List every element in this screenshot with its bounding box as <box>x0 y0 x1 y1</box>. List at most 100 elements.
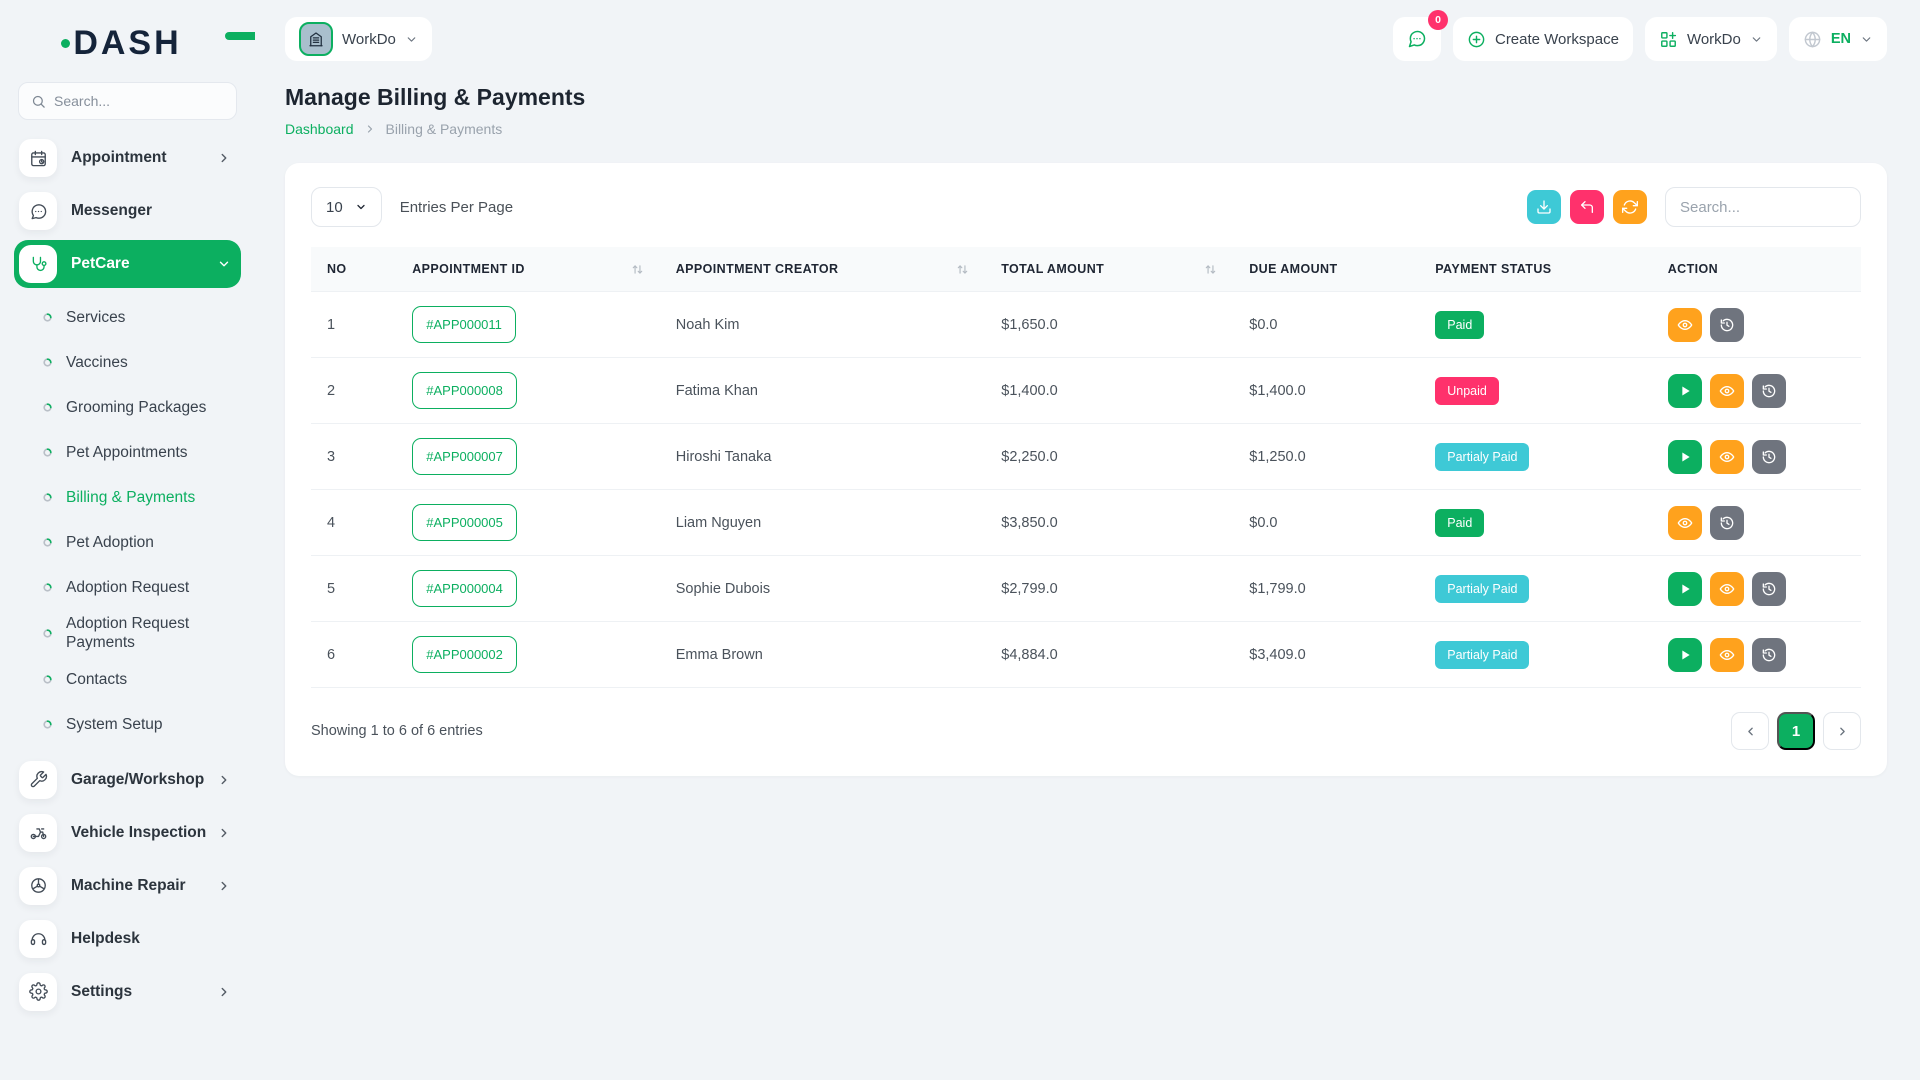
action-history-button[interactable] <box>1752 374 1786 408</box>
sidebar-item-grooming-packages[interactable]: Grooming Packages <box>0 385 255 430</box>
breadcrumb: Dashboard Billing & Payments <box>285 121 1887 137</box>
refresh-button[interactable] <box>1613 190 1647 224</box>
dash-logo: DASH <box>0 16 255 70</box>
action-history-button[interactable] <box>1710 308 1744 342</box>
create-workspace-button[interactable]: Create Workspace <box>1453 17 1633 61</box>
sidebar-item-garage-workshop[interactable]: Garage/Workshop <box>14 756 241 804</box>
column-label: APPOINTMENT CREATOR <box>676 262 839 276</box>
sidebar-item-label: Adoption Request <box>66 578 189 597</box>
appointment-id-button[interactable]: #APP000002 <box>412 636 517 673</box>
sidebar-item-services[interactable]: Services <box>0 295 255 340</box>
breadcrumb-dashboard-link[interactable]: Dashboard <box>285 121 354 137</box>
cell-action <box>1652 292 1861 358</box>
eye-icon <box>1677 515 1693 531</box>
column-header-appointment-creator[interactable]: APPOINTMENT CREATOR <box>660 247 986 292</box>
sidebar-item-billing-payments[interactable]: Billing & Payments <box>0 475 255 520</box>
cell-no: 2 <box>311 358 396 424</box>
history-icon <box>1761 647 1777 663</box>
action-history-button[interactable] <box>1710 506 1744 540</box>
table-row: 5#APP000004Sophie Dubois$2,799.0$1,799.0… <box>311 556 1861 622</box>
pagination-prev-button[interactable] <box>1731 712 1769 750</box>
table-search-input[interactable] <box>1665 187 1861 227</box>
language-selector[interactable]: EN <box>1789 17 1887 61</box>
sidebar-item-petcare[interactable]: PetCare <box>14 240 241 288</box>
chevron-right-icon <box>364 123 376 135</box>
action-view-button[interactable] <box>1710 440 1744 474</box>
sidebar-item-label: Garage/Workshop <box>71 771 217 789</box>
messenger-icon <box>19 192 57 230</box>
column-header-content: DUE AMOUNT <box>1249 262 1403 276</box>
table-header-row: NO APPOINTMENT ID APPOINTMENT CREATOR TOTAL… <box>311 247 1861 292</box>
sidebar-item-machine-repair[interactable]: Machine Repair <box>14 862 241 910</box>
appointment-id-button[interactable]: #APP000005 <box>412 504 517 541</box>
sidebar-item-label: Pet Adoption <box>66 533 154 552</box>
sidebar-item-settings[interactable]: Settings <box>14 968 241 1016</box>
sidebar-item-pet-adoption[interactable]: Pet Adoption <box>0 520 255 565</box>
appointment-id-button[interactable]: #APP000011 <box>412 306 516 343</box>
action-pay-button[interactable] <box>1668 440 1702 474</box>
play-icon <box>1677 581 1693 597</box>
table-row: 6#APP000002Emma Brown$4,884.0$3,409.0Par… <box>311 622 1861 688</box>
column-header-content: ACTION <box>1668 262 1845 276</box>
sidebar-item-adoption-request[interactable]: Adoption Request <box>0 565 255 610</box>
action-view-button[interactable] <box>1710 572 1744 606</box>
dash-logo-text: DASH <box>73 24 181 63</box>
sidebar-item-vehicle-inspection[interactable]: Vehicle Inspection <box>14 809 241 857</box>
action-pay-button[interactable] <box>1668 374 1702 408</box>
sidebar-item-label: Contacts <box>66 670 127 689</box>
pagination-next-button[interactable] <box>1823 712 1861 750</box>
sidebar-item-helpdesk[interactable]: Helpdesk <box>14 915 241 963</box>
toolbar-actions <box>1527 187 1861 227</box>
workspace-selector[interactable]: WorkDo <box>285 17 432 61</box>
grid-plus-icon <box>1659 30 1678 49</box>
appointment-id-button[interactable]: #APP000007 <box>412 438 517 475</box>
status-badge: Paid <box>1435 311 1484 339</box>
sidebar-item-vaccines[interactable]: Vaccines <box>0 340 255 385</box>
export-download-button[interactable] <box>1527 190 1561 224</box>
undo-button[interactable] <box>1570 190 1604 224</box>
bullet-icon <box>42 357 53 368</box>
eye-icon <box>1719 449 1735 465</box>
action-view-button[interactable] <box>1710 374 1744 408</box>
messages-button[interactable]: 0 <box>1393 17 1441 61</box>
sidebar-item-adoption-request-payments[interactable]: Adoption Request Payments <box>0 610 255 657</box>
action-history-button[interactable] <box>1752 572 1786 606</box>
action-view-button[interactable] <box>1668 308 1702 342</box>
sidebar-item-label: Vaccines <box>66 353 128 372</box>
column-header-total-amount[interactable]: TOTAL AMOUNT <box>985 247 1233 292</box>
sidebar-item-appointment[interactable]: Appointment <box>14 134 241 182</box>
main-content: WorkDo 0 Create Workspace <box>255 0 1920 1080</box>
sidebar-search-input[interactable] <box>54 93 224 109</box>
workspace-menu-button[interactable]: WorkDo <box>1645 17 1777 61</box>
table-footer: Showing 1 to 6 of 6 entries 1 <box>311 712 1861 750</box>
cell-appointment-creator: Emma Brown <box>660 622 986 688</box>
action-history-button[interactable] <box>1752 638 1786 672</box>
play-icon <box>1677 449 1693 465</box>
sidebar-item-label: Helpdesk <box>71 930 231 948</box>
appointment-id-button[interactable]: #APP000008 <box>412 372 517 409</box>
appointment-id-button[interactable]: #APP000004 <box>412 570 517 607</box>
sidebar-item-messenger[interactable]: Messenger <box>14 187 241 235</box>
pagination-page-1-button[interactable]: 1 <box>1777 712 1815 750</box>
cell-no: 4 <box>311 490 396 556</box>
globe-icon <box>1803 30 1822 49</box>
machine-icon <box>19 867 57 905</box>
column-label: NO <box>327 262 347 276</box>
cell-no: 1 <box>311 292 396 358</box>
action-view-button[interactable] <box>1668 506 1702 540</box>
entries-per-page-select[interactable]: 10 <box>311 187 382 227</box>
column-header-appointment-id[interactable]: APPOINTMENT ID <box>396 247 660 292</box>
action-view-button[interactable] <box>1710 638 1744 672</box>
action-pay-button[interactable] <box>1668 638 1702 672</box>
sidebar-item-contacts[interactable]: Contacts <box>0 657 255 702</box>
action-history-button[interactable] <box>1752 440 1786 474</box>
cell-appointment-creator: Liam Nguyen <box>660 490 986 556</box>
chevron-down-icon <box>217 257 231 271</box>
cell-action <box>1652 490 1861 556</box>
showing-entries-text: Showing 1 to 6 of 6 entries <box>311 723 483 739</box>
sort-icon <box>956 263 969 276</box>
sidebar-item-pet-appointments[interactable]: Pet Appointments <box>0 430 255 475</box>
action-pay-button[interactable] <box>1668 572 1702 606</box>
bullet-icon <box>42 674 53 685</box>
sidebar-item-system-setup[interactable]: System Setup <box>0 702 255 747</box>
